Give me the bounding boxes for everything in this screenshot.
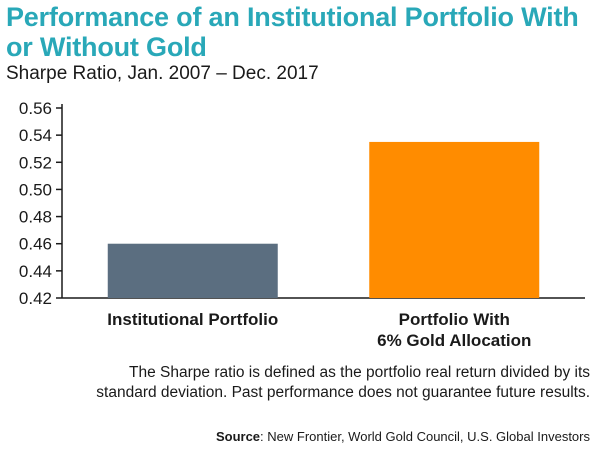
source-line: Source: New Frontier, World Gold Council… <box>216 428 590 446</box>
y-tick-label: 0.56 <box>19 99 52 118</box>
chart-title: Performance of an Institutional Portfoli… <box>6 2 579 62</box>
source-text: : New Frontier, World Gold Council, U.S.… <box>260 429 590 444</box>
y-tick-label: 0.50 <box>19 180 52 199</box>
footnote: The Sharpe ratio is defined as the portf… <box>96 364 590 401</box>
source-label: Source <box>215 429 261 444</box>
category-label: Institutional Portfolio <box>107 310 278 329</box>
y-tick-label: 0.44 <box>19 262 52 281</box>
chart-subtitle: Sharpe Ratio, Jan. 2007 – Dec. 2017 <box>6 63 319 84</box>
bar-chart: 0.42 0.44 0.46 0.48 0.50 0.52 0.54 0.56 Institut… <box>19 99 585 350</box>
y-tick-label: 0.42 <box>19 289 52 308</box>
y-tick-label: 0.52 <box>19 153 52 172</box>
bar <box>107 243 278 298</box>
bar <box>369 141 540 298</box>
y-tick-label: 0.46 <box>19 235 52 254</box>
y-tick-label: 0.48 <box>19 208 52 227</box>
y-tick-label: 0.54 <box>19 126 52 145</box>
category-label: 6% Gold Allocation <box>377 331 531 350</box>
category-label: Portfolio With <box>399 310 510 329</box>
